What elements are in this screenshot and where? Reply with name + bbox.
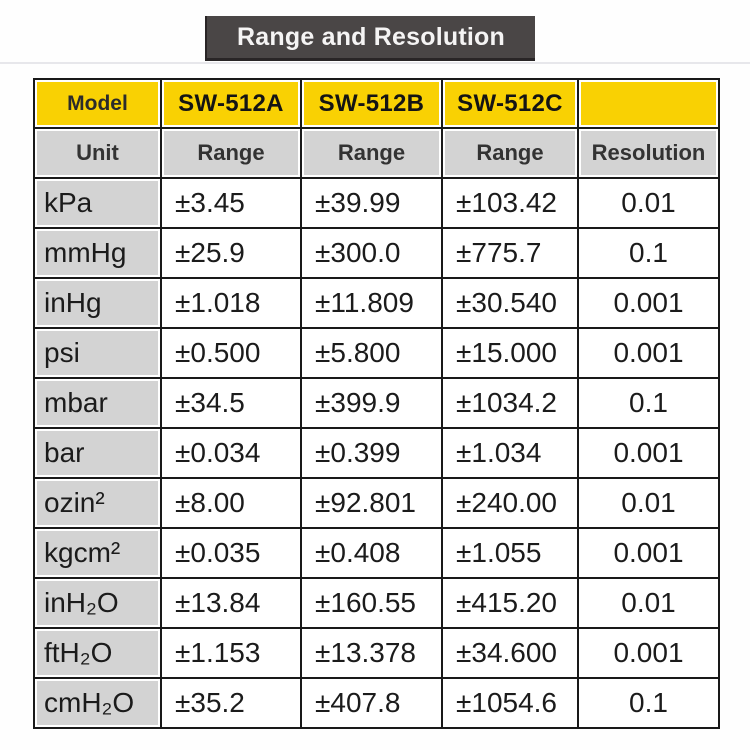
unit-cell: kgcm²: [33, 527, 162, 579]
resolution-cell: 0.01: [577, 477, 720, 529]
table-row: mbar ±34.5 ±399.9 ±1034.2 0.1: [33, 377, 720, 429]
range-cell-sw512b: ±39.99: [300, 177, 443, 229]
range-cell-sw512c: ±1034.2: [441, 377, 579, 429]
range-cell-sw512c: ±775.7: [441, 227, 579, 279]
table-row: cmH₂O ±35.2 ±407.8 ±1054.6 0.1: [33, 677, 720, 729]
unit-cell: ozin²: [33, 477, 162, 529]
table-row: ftH₂O ±1.153 ±13.378 ±34.600 0.001: [33, 627, 720, 679]
model-empty-cell: [577, 78, 720, 129]
range-cell-sw512b: ±92.801: [300, 477, 443, 529]
range-cell-sw512c: ±240.00: [441, 477, 579, 529]
range-cell-sw512b: ±13.378: [300, 627, 443, 679]
unit-cell: psi: [33, 327, 162, 379]
section-title-bar: Range and Resolution: [205, 16, 535, 61]
range-cell-sw512b: ±399.9: [300, 377, 443, 429]
range-cell-sw512b: ±300.0: [300, 227, 443, 279]
range-cell-sw512b: ±0.408: [300, 527, 443, 579]
table-row: inH₂O ±13.84 ±160.55 ±415.20 0.01: [33, 577, 720, 629]
range-cell-sw512b: ±5.800: [300, 327, 443, 379]
model-cell-sw512c: SW-512C: [441, 78, 579, 129]
range-cell-sw512a: ±1.153: [160, 627, 302, 679]
range-cell-sw512a: ±0.035: [160, 527, 302, 579]
range-cell-sw512a: ±0.500: [160, 327, 302, 379]
resolution-cell: 0.01: [577, 177, 720, 229]
table-row: kgcm² ±0.035 ±0.408 ±1.055 0.001: [33, 527, 720, 579]
range-cell-sw512a: ±1.018: [160, 277, 302, 329]
range-resolution-table: Model SW-512A SW-512B SW-512C Unit Range…: [33, 78, 720, 729]
range-cell-sw512c: ±1.055: [441, 527, 579, 579]
range-cell-sw512a: ±25.9: [160, 227, 302, 279]
range-cell-sw512a: ±13.84: [160, 577, 302, 629]
range-header-cell-a: Range: [160, 127, 302, 179]
range-cell-sw512a: ±3.45: [160, 177, 302, 229]
model-cell-sw512a: SW-512A: [160, 78, 302, 129]
range-header-cell-b: Range: [300, 127, 443, 179]
model-cell-sw512b: SW-512B: [300, 78, 443, 129]
resolution-cell: 0.001: [577, 427, 720, 479]
range-cell-sw512a: ±34.5: [160, 377, 302, 429]
page-title: Range and Resolution: [237, 22, 505, 51]
resolution-cell: 0.001: [577, 627, 720, 679]
range-cell-sw512b: ±160.55: [300, 577, 443, 629]
range-cell-sw512b: ±11.809: [300, 277, 443, 329]
unit-cell: bar: [33, 427, 162, 479]
range-cell-sw512c: ±15.000: [441, 327, 579, 379]
unit-header-cell: Unit: [33, 127, 162, 179]
range-header-cell-c: Range: [441, 127, 579, 179]
range-cell-sw512c: ±34.600: [441, 627, 579, 679]
table-row: bar ±0.034 ±0.399 ±1.034 0.001: [33, 427, 720, 479]
range-cell-sw512b: ±0.399: [300, 427, 443, 479]
resolution-cell: 0.001: [577, 327, 720, 379]
unit-cell: mmHg: [33, 227, 162, 279]
table-row: ozin² ±8.00 ±92.801 ±240.00 0.01: [33, 477, 720, 529]
unit-cell: kPa: [33, 177, 162, 229]
range-cell-sw512a: ±35.2: [160, 677, 302, 729]
column-header-row: Unit Range Range Range Resolution: [33, 127, 720, 179]
unit-cell: cmH₂O: [33, 677, 162, 729]
resolution-cell: 0.01: [577, 577, 720, 629]
resolution-cell: 0.1: [577, 227, 720, 279]
range-cell-sw512b: ±407.8: [300, 677, 443, 729]
table-row: kPa ±3.45 ±39.99 ±103.42 0.01: [33, 177, 720, 229]
range-cell-sw512a: ±8.00: [160, 477, 302, 529]
resolution-cell: 0.1: [577, 377, 720, 429]
range-cell-sw512a: ±0.034: [160, 427, 302, 479]
unit-cell: inH₂O: [33, 577, 162, 629]
unit-cell: inHg: [33, 277, 162, 329]
resolution-header-cell: Resolution: [577, 127, 720, 179]
range-cell-sw512c: ±30.540: [441, 277, 579, 329]
model-row: Model SW-512A SW-512B SW-512C: [33, 78, 720, 129]
unit-cell: mbar: [33, 377, 162, 429]
resolution-cell: 0.001: [577, 277, 720, 329]
resolution-cell: 0.1: [577, 677, 720, 729]
range-cell-sw512c: ±1.034: [441, 427, 579, 479]
section-divider-line: [0, 62, 750, 64]
range-cell-sw512c: ±1054.6: [441, 677, 579, 729]
table-row: mmHg ±25.9 ±300.0 ±775.7 0.1: [33, 227, 720, 279]
model-header-cell: Model: [33, 78, 162, 129]
range-cell-sw512c: ±415.20: [441, 577, 579, 629]
range-cell-sw512c: ±103.42: [441, 177, 579, 229]
table-row: psi ±0.500 ±5.800 ±15.000 0.001: [33, 327, 720, 379]
table-body: kPa ±3.45 ±39.99 ±103.42 0.01 mmHg ±25.9…: [33, 177, 720, 729]
unit-cell: ftH₂O: [33, 627, 162, 679]
resolution-cell: 0.001: [577, 527, 720, 579]
table-row: inHg ±1.018 ±11.809 ±30.540 0.001: [33, 277, 720, 329]
